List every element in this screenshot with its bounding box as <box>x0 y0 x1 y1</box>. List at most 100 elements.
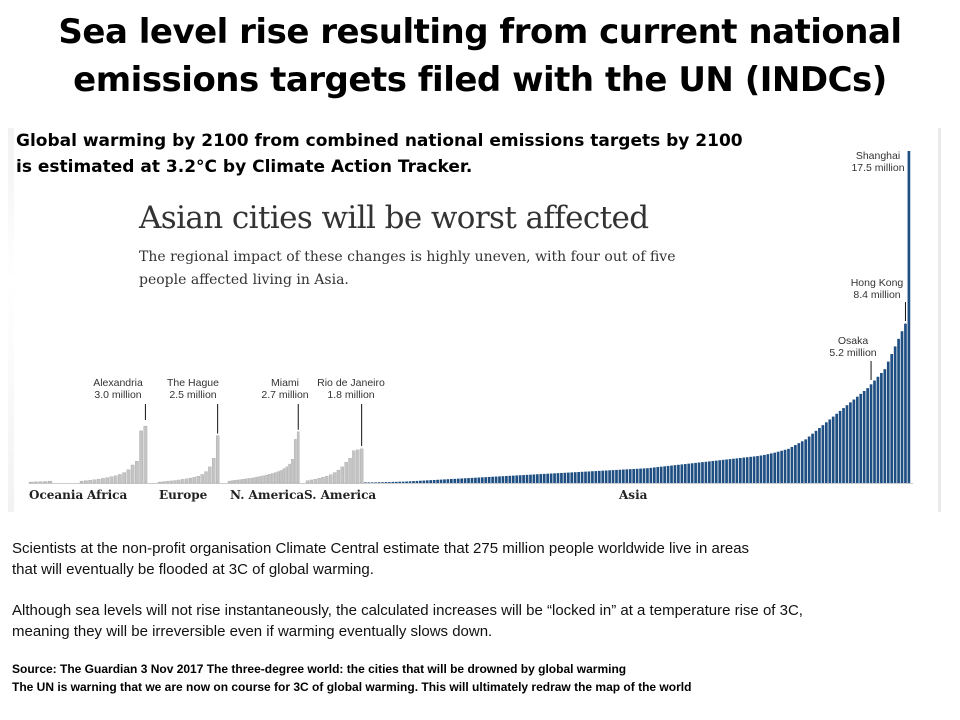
bar-asia-36 <box>487 476 491 483</box>
chart-subtitle-line-2: people affected living in Asia. <box>139 272 349 288</box>
annotation-value-osaka: 5.2 million <box>829 347 876 359</box>
bar-n-america-6 <box>245 478 248 484</box>
bar-asia-108 <box>735 458 739 483</box>
bar-s-america-6 <box>329 474 333 484</box>
bar-asia-106 <box>728 459 732 483</box>
bar-africa-15 <box>143 425 148 484</box>
bar-europe-3 <box>169 480 173 484</box>
bar-asia-21 <box>436 479 439 483</box>
bar-asia-97 <box>697 462 701 483</box>
bar-asia-47 <box>525 474 529 483</box>
bar-n-america-11 <box>259 476 263 484</box>
bar-asia-48 <box>529 474 532 483</box>
region-label-oceania: Oceania <box>29 488 83 502</box>
bar-asia-107 <box>732 458 735 483</box>
bar-oceania-4 <box>48 480 53 484</box>
bar-asia-67 <box>594 471 598 483</box>
bar-asia-11 <box>401 481 405 483</box>
bar-asia-128 <box>804 439 808 483</box>
bar-asia-139 <box>842 408 845 483</box>
bar-asia-50 <box>536 474 539 483</box>
bar-n-america-18 <box>279 470 283 484</box>
bar-n-america-4 <box>239 479 242 484</box>
bar-asia-66 <box>591 471 594 483</box>
bar-asia-142 <box>852 399 856 483</box>
bar-asia-8 <box>391 481 395 483</box>
bar-europe-12 <box>204 471 208 484</box>
intro-line-1: Global warming by 2100 from combined nat… <box>16 131 743 151</box>
bar-oceania-1 <box>33 481 38 484</box>
bar-asia-34 <box>480 477 484 483</box>
annotation-value-hong-kong: 8.4 million <box>853 289 900 301</box>
bar-asia-112 <box>749 456 752 483</box>
bar-asia-10 <box>398 481 402 483</box>
bar-asia-26 <box>453 478 457 483</box>
bar-asia-63 <box>580 471 584 483</box>
bar-asia-105 <box>725 459 728 483</box>
annotation-city-shanghai: Shanghai <box>856 150 900 162</box>
bar-asia-140 <box>845 405 849 483</box>
bar-s-america-8 <box>336 469 341 484</box>
bar-asia-64 <box>584 471 587 483</box>
bar-asia-100 <box>708 461 711 483</box>
bar-asia-72 <box>611 470 615 483</box>
bar-s-america-11 <box>348 458 352 484</box>
bar-asia-1 <box>367 482 371 483</box>
bar-asia-117 <box>766 454 770 483</box>
bar-s-america-10 <box>344 461 348 484</box>
bar-asia-30 <box>467 478 470 483</box>
bar-n-america-0 <box>227 480 231 484</box>
bar-europe-15 <box>215 435 220 484</box>
bar-africa-5 <box>101 478 105 484</box>
bar-asia-37 <box>491 476 494 483</box>
bar-n-america-17 <box>276 471 280 484</box>
annotation-value-alexandria: 3.0 million <box>94 389 141 401</box>
bar-asia-109 <box>738 457 742 483</box>
bar-asia-158 <box>907 151 911 483</box>
bar-asia-131 <box>814 430 818 483</box>
bar-asia-130 <box>811 433 814 483</box>
bar-asia-5 <box>381 482 384 483</box>
bar-n-america-16 <box>273 472 277 484</box>
bar-asia-157 <box>904 323 907 483</box>
bar-asia-151 <box>883 369 887 483</box>
bar-asia-76 <box>625 469 629 483</box>
chart-panel: Oceania Africa Europe N. America S. America A… <box>8 128 941 512</box>
bar-asia-40 <box>501 476 505 483</box>
bar-asia-104 <box>721 459 725 483</box>
bar-asia-125 <box>794 445 797 483</box>
bar-n-america-20 <box>285 466 289 484</box>
slide-title-line-1: Sea level rise resulting from current na… <box>58 12 902 52</box>
chart-subtitle-line-1: The regional impact of these changes is … <box>139 249 676 265</box>
bar-asia-103 <box>718 460 722 483</box>
bar-asia-2 <box>370 482 374 483</box>
bar-asia-43 <box>511 475 515 483</box>
bar-asia-154 <box>893 346 897 483</box>
bar-africa-0 <box>79 480 84 484</box>
bar-n-america-13 <box>265 474 268 484</box>
bar-asia-155 <box>897 338 900 483</box>
bar-asia-51 <box>539 474 543 483</box>
bar-asia-18 <box>425 480 429 483</box>
bar-asia-46 <box>522 475 525 483</box>
bar-s-america-4 <box>321 477 325 484</box>
bar-asia-17 <box>422 480 426 483</box>
bar-asia-120 <box>776 451 780 483</box>
bar-asia-115 <box>759 455 763 483</box>
bar-africa-3 <box>92 479 97 484</box>
bar-asia-153 <box>890 353 894 483</box>
bar-asia-57 <box>560 472 563 483</box>
bar-europe-6 <box>181 479 185 484</box>
bar-n-america-7 <box>248 478 251 484</box>
bar-asia-101 <box>711 460 715 483</box>
region-label-europe: Europe <box>159 488 208 502</box>
bar-n-america-3 <box>236 479 240 484</box>
bar-asia-152 <box>886 361 890 483</box>
bar-europe-10 <box>196 476 200 484</box>
bar-africa-1 <box>84 480 88 484</box>
bar-europe-2 <box>165 481 169 484</box>
bar-asia-81 <box>642 468 646 483</box>
bar-asia-149 <box>876 376 880 483</box>
bar-asia-16 <box>419 480 422 483</box>
bar-asia-45 <box>518 475 522 483</box>
